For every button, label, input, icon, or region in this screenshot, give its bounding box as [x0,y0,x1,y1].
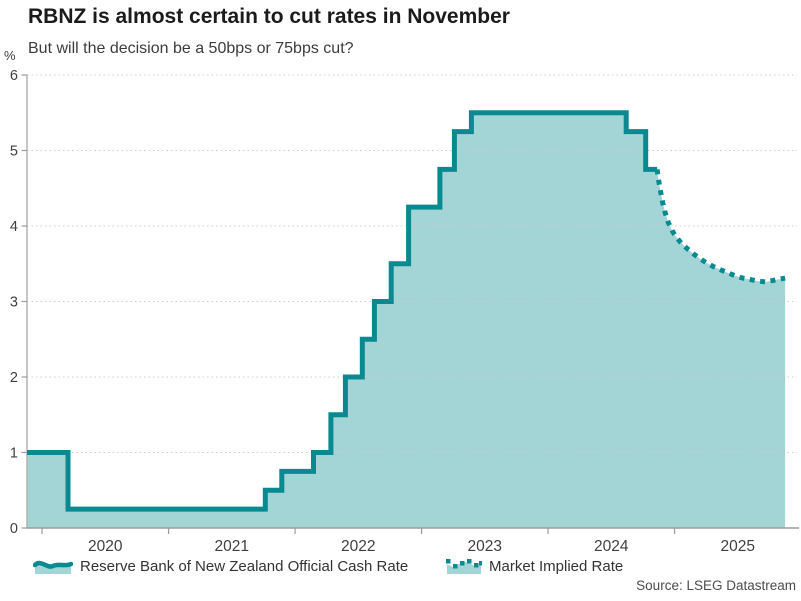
x-tick-label: 2024 [594,538,629,555]
legend-item-market-implied-rate: Market Implied Rate [446,556,623,576]
x-tick-label: 2023 [468,538,502,555]
y-tick-label: 6 [10,68,18,84]
x-tick-label: 2022 [341,538,375,555]
x-tick-label: 2025 [721,538,755,555]
y-tick-label: 5 [10,144,18,160]
y-tick-label: 4 [10,219,18,235]
legend-label-official-cash-rate: Reserve Bank of New Zealand Official Cas… [80,557,409,575]
y-axis-unit-label: % [4,48,16,63]
y-tick-label: 2 [10,370,18,386]
y-tick-label: 1 [10,446,18,462]
x-tick-label: 2021 [215,538,249,555]
source-attribution: Source: LSEG Datastream [636,578,796,593]
x-tick-label: 2020 [88,538,123,555]
area-line-swatch-icon [33,560,73,574]
dotted-line-swatch-icon [446,558,482,574]
official-cash-rate-line [27,110,658,512]
legend-label-market-implied-rate: Market Implied Rate [489,557,624,575]
rate-area-fill [27,112,786,529]
y-tick-label: 3 [10,295,18,311]
page-title: RBNZ is almost certain to cut rates in N… [28,5,510,28]
legend-item-official-cash-rate: Reserve Bank of New Zealand Official Cas… [33,556,408,576]
market-implied-rate-line [654,169,786,285]
chart-subtitle: But will the decision be a 50bps or 75bp… [28,40,354,57]
y-tick-label: 0 [10,521,18,537]
